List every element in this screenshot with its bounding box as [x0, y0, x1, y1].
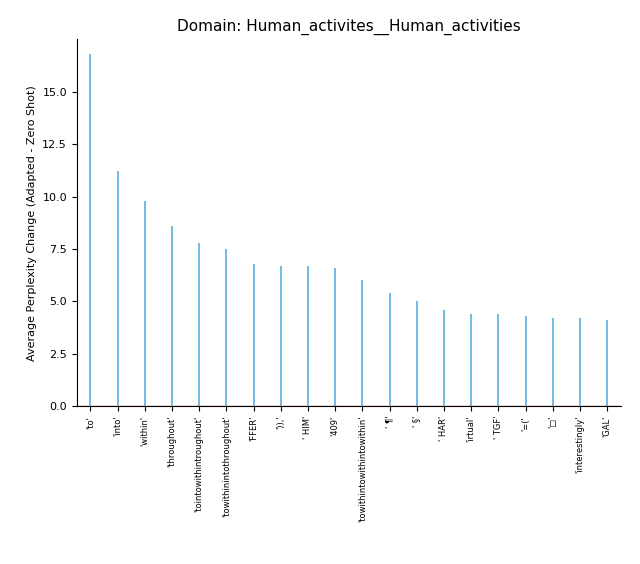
Y-axis label: Average Perplexity Change (Adapted - Zero Shot): Average Perplexity Change (Adapted - Zer…	[27, 85, 36, 360]
Title: Domain: Human_activites__Human_activities: Domain: Human_activites__Human_activitie…	[177, 19, 521, 36]
